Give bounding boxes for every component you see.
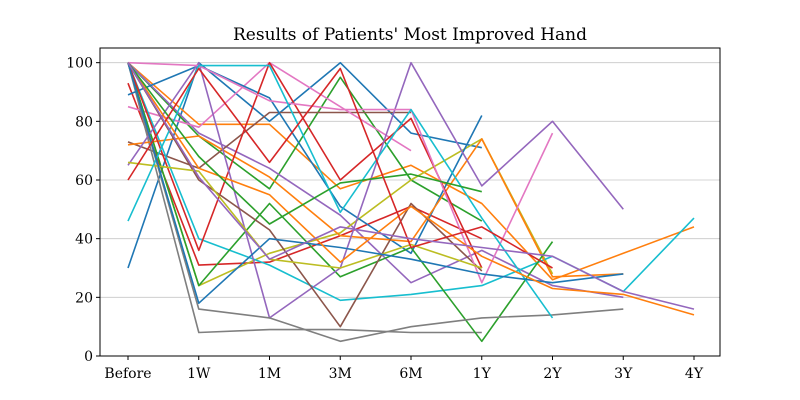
series-line-22 (127, 62, 695, 316)
series-line-14 (127, 61, 483, 269)
axes: 0 20 40 60 80 100 Before 1W 1M 3M 6M 1Y 2Y 3Y 4Y (66, 47, 721, 382)
series-line-24 (127, 67, 553, 269)
x-tick-label: 1Y (473, 366, 492, 382)
chart-title: Results of Patients' Most Improved Hand (233, 25, 587, 45)
series-line-25 (127, 62, 695, 310)
y-tick-label: 0 (84, 349, 93, 365)
y-tick-label: 40 (75, 232, 93, 248)
series-line-12 (127, 135, 624, 278)
series-line-13 (127, 62, 554, 343)
x-tick-label: Before (104, 366, 151, 382)
series-line-5 (127, 62, 624, 299)
series-line-18 (127, 62, 624, 343)
y-tick-label: 80 (75, 114, 93, 130)
series-line-19 (127, 161, 483, 269)
series-line-20 (127, 64, 554, 319)
y-tick-label: 100 (66, 56, 93, 72)
y-tick-label: 20 (75, 290, 93, 306)
y-tick-label: 60 (75, 173, 93, 189)
x-tick-label: 6M (399, 366, 422, 382)
x-tick-label: 4Y (685, 366, 704, 382)
series-line-1 (127, 61, 482, 269)
series-line-2 (127, 62, 695, 281)
plot-frame (99, 47, 721, 357)
x-tick-label: 1W (187, 366, 211, 382)
x-tick-label: 3M (329, 366, 352, 382)
x-tick-label: 1M (258, 366, 281, 382)
series-line-15 (127, 61, 624, 319)
series-lines (127, 61, 695, 343)
series-line-6 (127, 111, 411, 170)
x-tick-label: 2Y (543, 366, 562, 382)
series-line-21 (127, 62, 624, 305)
x-tick-label: 3Y (614, 366, 633, 382)
series-line-23 (127, 62, 482, 225)
series-line-4 (127, 82, 483, 266)
series-line-11 (127, 64, 483, 255)
